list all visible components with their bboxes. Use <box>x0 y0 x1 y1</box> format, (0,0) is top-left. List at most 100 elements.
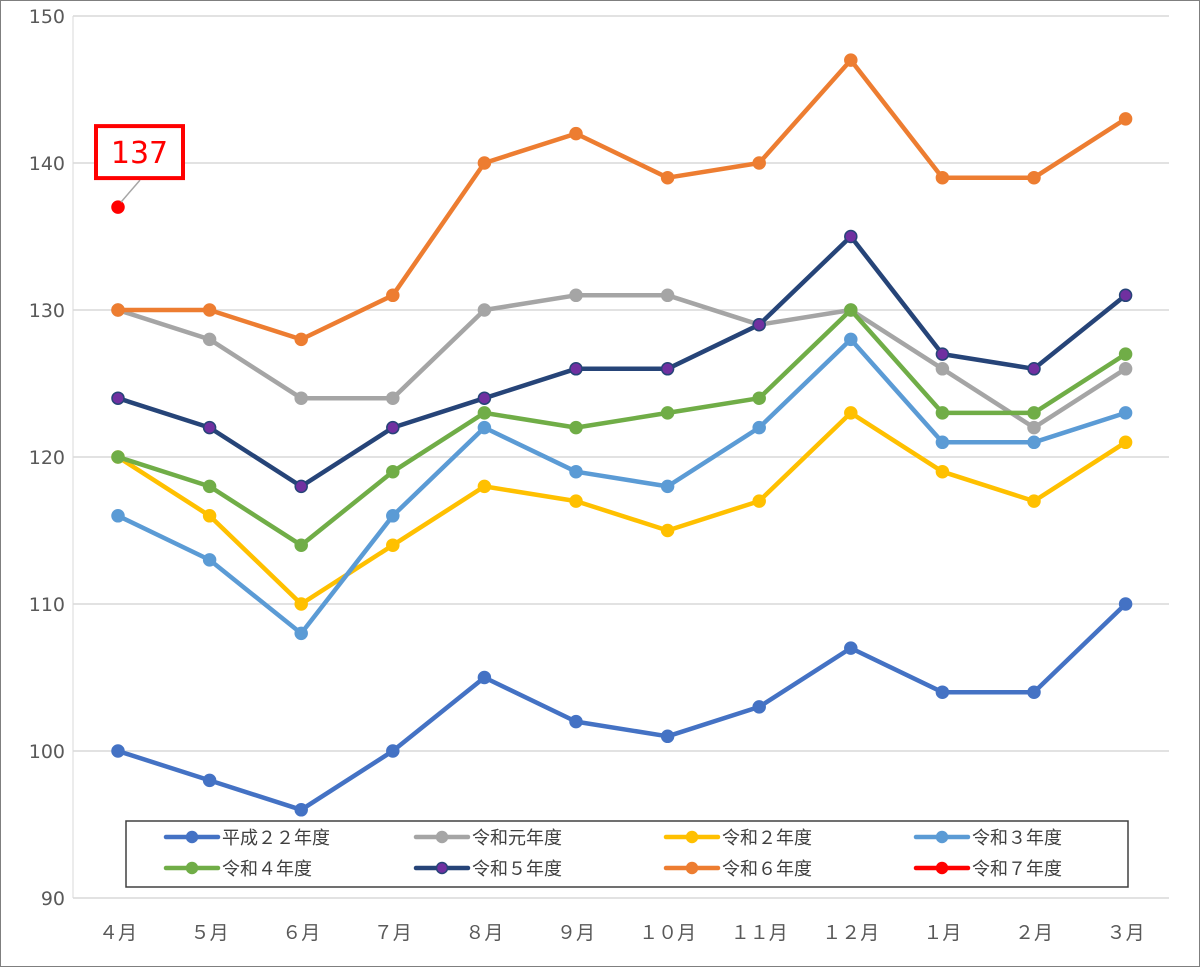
data-point <box>569 714 583 729</box>
data-point <box>660 288 675 303</box>
legend-swatch-marker <box>685 861 699 875</box>
y-tick-label: 150 <box>29 6 65 28</box>
x-tick-label: ８月 <box>465 922 503 944</box>
x-tick-label: １月 <box>923 922 961 944</box>
series-line <box>115 337 1128 636</box>
data-point <box>1027 685 1041 699</box>
data-point <box>477 479 492 494</box>
data-point <box>111 303 125 317</box>
data-point <box>1118 112 1133 126</box>
legend-label: 令和７年度 <box>972 859 1062 880</box>
data-point <box>569 288 583 303</box>
y-tick-label: 120 <box>29 447 65 469</box>
series-group <box>111 53 1133 817</box>
data-point <box>1027 494 1041 508</box>
data-point <box>202 509 217 523</box>
data-point <box>935 170 950 185</box>
data-point <box>1027 420 1041 435</box>
data-point <box>477 406 492 420</box>
y-tick-label: 130 <box>29 300 65 322</box>
data-point <box>752 494 766 508</box>
legend-label: 令和３年度 <box>972 828 1062 849</box>
legend-swatch-marker <box>935 830 949 844</box>
data-point <box>935 347 950 361</box>
data-point <box>477 420 492 435</box>
series-line <box>115 307 1128 548</box>
data-point <box>844 303 858 317</box>
data-point <box>477 156 492 170</box>
callout-leader <box>120 179 141 203</box>
data-point <box>660 479 675 494</box>
data-point <box>294 391 308 405</box>
data-point <box>935 406 950 420</box>
x-tick-label: ６月 <box>282 922 320 944</box>
data-point <box>202 332 217 347</box>
legend-label: 令和６年度 <box>722 859 812 880</box>
data-point <box>935 685 950 699</box>
data-point <box>294 538 308 552</box>
series-7 <box>111 53 1133 347</box>
series-1 <box>111 597 1133 817</box>
legend-item: 令和３年度 <box>913 828 1062 849</box>
data-point <box>386 744 400 758</box>
data-point <box>1027 406 1041 420</box>
data-point <box>294 626 308 641</box>
y-tick-label: 100 <box>29 741 65 763</box>
x-tick-label: ２月 <box>1015 922 1053 944</box>
data-point <box>844 641 858 655</box>
data-point <box>1027 435 1041 450</box>
series-8 <box>111 200 125 214</box>
data-point <box>1027 170 1041 185</box>
data-point <box>935 362 950 376</box>
y-axis-ticks: 90 100 110 120 130 140 150 <box>29 6 65 910</box>
legend-item: 令和６年度 <box>663 859 812 880</box>
legend-item: 令和７年度 <box>913 859 1062 880</box>
series-line <box>115 57 1128 342</box>
data-point <box>111 200 125 214</box>
data-point <box>294 479 308 494</box>
data-point <box>386 538 400 552</box>
data-point <box>202 553 217 567</box>
legend-swatch-marker <box>185 861 199 875</box>
data-point <box>202 479 217 494</box>
legend-item: 平成２２年度 <box>163 828 330 849</box>
series-line <box>115 601 1128 813</box>
data-point <box>202 303 217 317</box>
legend-swatch-marker <box>685 830 699 844</box>
x-tick-label: ３月 <box>1107 922 1145 944</box>
data-point <box>752 420 766 435</box>
legend-label: 令和４年度 <box>222 859 312 880</box>
legend-swatch-marker <box>435 861 449 875</box>
data-point <box>569 126 583 141</box>
data-point <box>569 464 583 479</box>
legend-swatch-marker <box>185 830 199 844</box>
data-point <box>660 170 675 185</box>
data-point <box>1118 347 1133 361</box>
data-point <box>386 288 400 303</box>
x-tick-label: ９月 <box>557 922 595 944</box>
data-point <box>111 450 125 464</box>
y-tick-label: 110 <box>29 594 65 616</box>
data-point <box>844 406 858 420</box>
data-point <box>202 773 217 788</box>
data-point <box>752 156 766 170</box>
data-point <box>660 729 675 744</box>
data-point <box>660 362 675 376</box>
legend-item: 令和元年度 <box>413 828 562 849</box>
data-point <box>202 420 217 435</box>
legend-box <box>125 820 1129 888</box>
legend-swatch-marker <box>935 861 949 875</box>
data-point <box>569 362 583 376</box>
x-tick-label: １２月 <box>822 922 879 944</box>
legend-swatch-marker <box>435 830 449 844</box>
data-point <box>844 332 858 347</box>
data-point <box>477 670 492 685</box>
series-4 <box>111 332 1133 641</box>
series-5 <box>111 303 1133 552</box>
series-3 <box>111 406 1133 611</box>
gridlines <box>72 15 1169 899</box>
data-point <box>569 420 583 435</box>
y-tick-label: 140 <box>29 153 65 175</box>
